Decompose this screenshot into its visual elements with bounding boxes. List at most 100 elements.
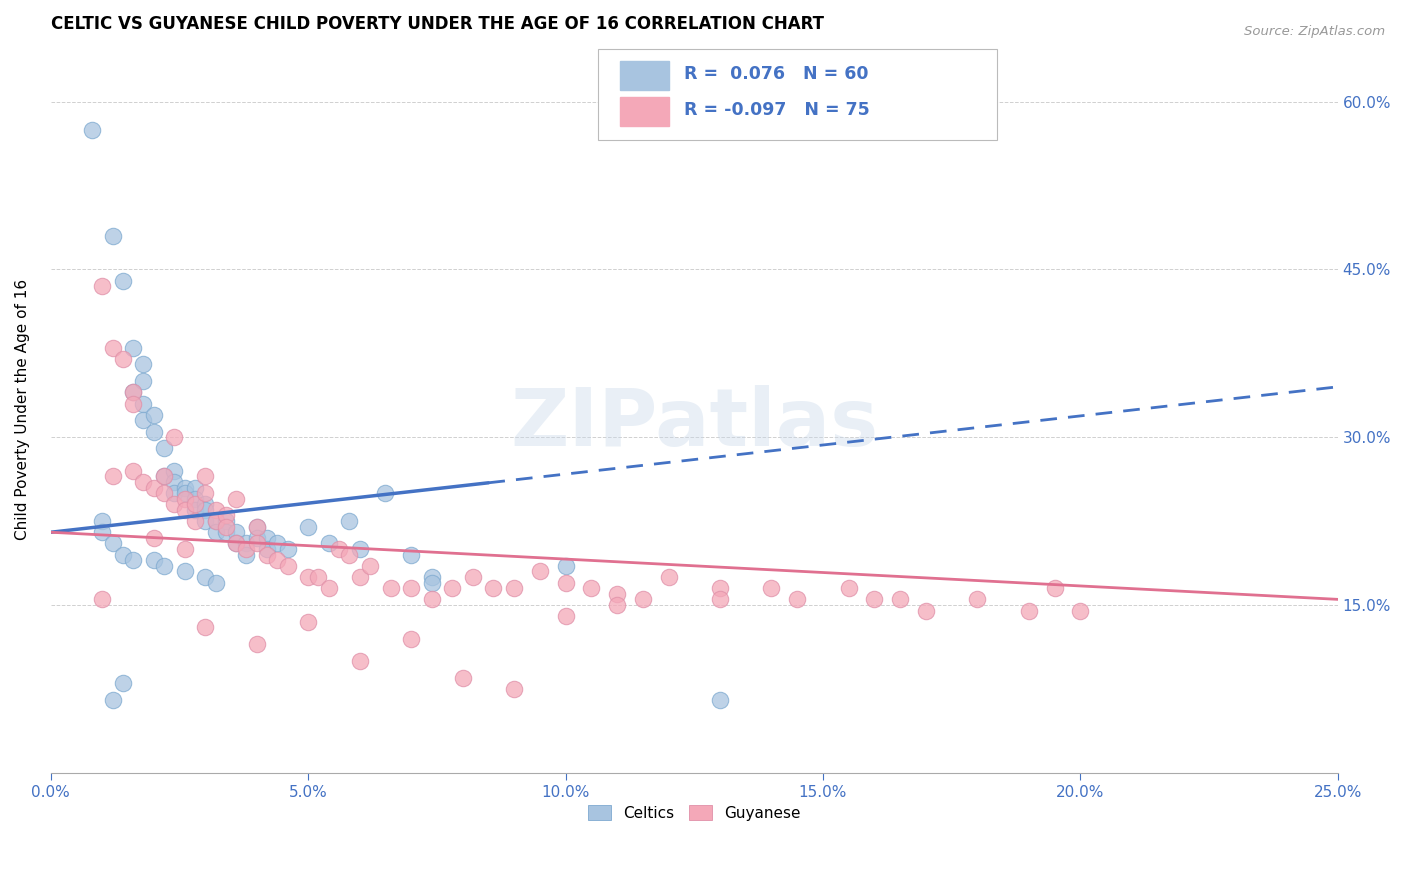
Point xyxy=(91,514,114,528)
Point xyxy=(786,592,808,607)
Point xyxy=(101,693,124,707)
Point xyxy=(204,514,226,528)
Point xyxy=(374,486,396,500)
Point xyxy=(297,615,319,629)
Point xyxy=(441,581,464,595)
Point xyxy=(184,481,207,495)
Point xyxy=(204,525,226,540)
Point xyxy=(142,425,165,439)
Point xyxy=(153,469,176,483)
Point xyxy=(184,503,207,517)
Bar xyxy=(620,97,668,127)
Point xyxy=(132,396,155,410)
Point xyxy=(399,548,422,562)
Point xyxy=(122,341,145,355)
Point xyxy=(838,581,860,595)
Point xyxy=(225,525,247,540)
Point xyxy=(173,491,195,506)
Point xyxy=(173,486,195,500)
Point xyxy=(256,531,278,545)
Point xyxy=(266,536,288,550)
Point xyxy=(80,122,103,136)
Point xyxy=(380,581,402,595)
Point xyxy=(122,385,145,400)
Point xyxy=(246,519,269,533)
Point xyxy=(142,408,165,422)
Point xyxy=(399,581,422,595)
Point xyxy=(194,497,217,511)
Text: ZIPatlas: ZIPatlas xyxy=(510,384,879,463)
Point xyxy=(122,464,145,478)
Point xyxy=(235,548,257,562)
Point xyxy=(204,503,226,517)
Point xyxy=(554,558,576,573)
Point xyxy=(111,548,134,562)
Bar xyxy=(620,61,668,90)
Point xyxy=(132,475,155,489)
Point xyxy=(308,570,330,584)
Point xyxy=(581,581,603,595)
Point xyxy=(554,575,576,590)
Point xyxy=(173,503,195,517)
Point xyxy=(153,558,176,573)
Point xyxy=(503,581,526,595)
Point xyxy=(297,519,319,533)
Point xyxy=(863,592,886,607)
Point xyxy=(153,469,176,483)
Point xyxy=(889,592,911,607)
Point xyxy=(554,609,576,624)
Point xyxy=(1043,581,1066,595)
Point xyxy=(328,541,350,556)
Point xyxy=(142,553,165,567)
Point xyxy=(163,486,186,500)
Point xyxy=(420,592,443,607)
Point xyxy=(256,541,278,556)
Point xyxy=(256,548,278,562)
Point xyxy=(132,413,155,427)
Point xyxy=(297,570,319,584)
Point xyxy=(163,475,186,489)
Point xyxy=(184,491,207,506)
Point xyxy=(111,274,134,288)
Point xyxy=(204,575,226,590)
Point xyxy=(142,531,165,545)
Point xyxy=(122,553,145,567)
Point xyxy=(337,548,360,562)
Point xyxy=(318,536,340,550)
Point xyxy=(111,351,134,366)
Point xyxy=(277,541,299,556)
Point xyxy=(235,541,257,556)
Text: R =  0.076   N = 60: R = 0.076 N = 60 xyxy=(683,65,869,83)
Point xyxy=(163,497,186,511)
Point xyxy=(709,581,731,595)
Point xyxy=(184,497,207,511)
Point xyxy=(246,637,269,651)
Point xyxy=(529,565,551,579)
Point xyxy=(163,430,186,444)
Point xyxy=(337,514,360,528)
Point xyxy=(101,469,124,483)
Point xyxy=(359,558,381,573)
Point xyxy=(173,541,195,556)
Point xyxy=(399,632,422,646)
Point xyxy=(966,592,988,607)
Point xyxy=(101,228,124,243)
Y-axis label: Child Poverty Under the Age of 16: Child Poverty Under the Age of 16 xyxy=(15,278,30,540)
Point xyxy=(194,570,217,584)
Point xyxy=(246,536,269,550)
Point xyxy=(1069,603,1091,617)
Point xyxy=(503,681,526,696)
Point xyxy=(266,553,288,567)
Point xyxy=(318,581,340,595)
Point xyxy=(122,396,145,410)
Point xyxy=(631,592,654,607)
Point xyxy=(225,536,247,550)
Point xyxy=(101,341,124,355)
Point xyxy=(173,565,195,579)
Point xyxy=(709,592,731,607)
Point xyxy=(606,598,628,612)
Point xyxy=(606,587,628,601)
Point xyxy=(101,536,124,550)
Point xyxy=(204,514,226,528)
Text: Source: ZipAtlas.com: Source: ZipAtlas.com xyxy=(1244,25,1385,38)
